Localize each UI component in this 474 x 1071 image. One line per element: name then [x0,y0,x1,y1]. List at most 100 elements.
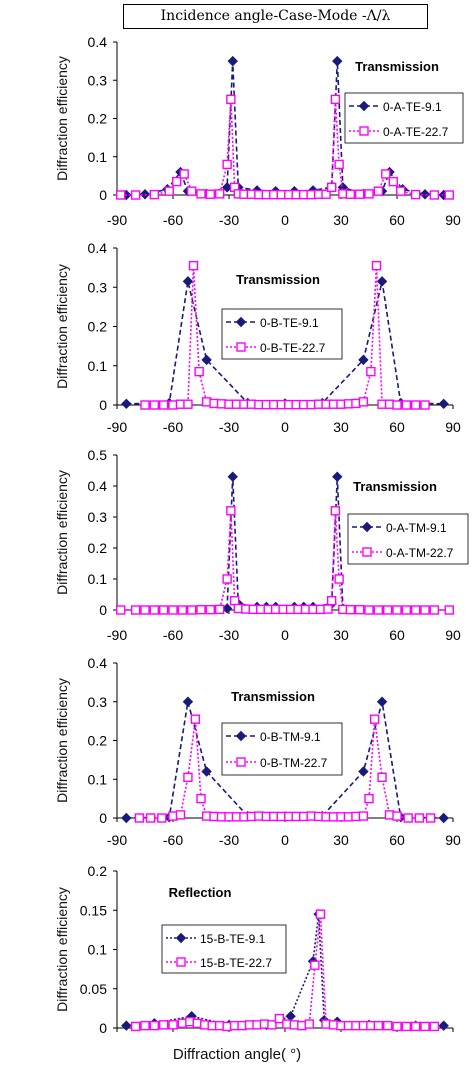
data-point [358,811,369,821]
data-point [392,1021,402,1032]
data-point [130,1021,141,1032]
data-point [358,766,369,777]
data-point [429,190,440,200]
data-point [205,604,216,615]
data-point [267,1020,277,1030]
data-point [175,810,186,820]
legend: 15-B-TE-9.1 15-B-TE-22.7 [161,924,287,974]
y-tick-label: 0.4 [88,655,108,671]
data-point [401,605,412,615]
data-point [438,1020,449,1031]
data-point [410,189,421,200]
legend-marker [361,521,373,533]
header-title: Incidence angle-Case-Mode -Λ/λ [123,4,428,29]
data-point [214,604,225,615]
data-point [414,813,425,823]
data-point [334,574,344,584]
x-tick-label: 90 [445,212,461,228]
data-point [330,506,341,516]
data-point [429,605,440,615]
data-point [116,190,126,200]
y-tick-label: 0.3 [88,509,108,525]
data-point [188,260,199,271]
legend-entry: 0-A-TE-9.1 [383,100,442,114]
panel-label: Transmission [353,479,437,494]
x-tick-label: 0 [281,832,289,848]
data-point [371,260,382,271]
data-point [227,471,238,482]
x-tick-label: -60 [163,627,183,643]
x-tick-label: -90 [107,212,127,228]
y-tick-label: 0.1 [88,771,108,787]
panel-label: Transmission [355,59,439,74]
y-tick-label: 0.2 [88,111,108,127]
y-tick-label: 0.1 [88,358,108,374]
y-tick-label: 0.3 [88,279,108,295]
legend-entry: 0-A-TM-22.7 [386,546,454,560]
data-point [158,1020,169,1030]
y-tick-label: 0.3 [88,72,108,88]
y-tick-label: 0.4 [88,240,108,256]
x-tick-label: 30 [333,627,349,643]
data-point [196,189,206,199]
data-point [419,189,431,200]
x-tick-label: 30 [333,212,349,228]
legend: 0-B-TM-9.1 0-B-TM-22.7 [221,722,343,776]
series-2 [134,714,436,823]
data-point [201,354,212,366]
x-tick-label: 90 [445,419,461,435]
data-point [373,186,384,196]
series-1 [221,471,349,614]
y-axis-label: Diffraction efficiency [54,887,70,1012]
data-point [186,186,197,196]
data-point [392,400,402,410]
x-tick-label: 0 [281,627,289,643]
data-point [330,94,341,105]
y-tick-label: 0 [99,810,107,826]
data-point [438,398,449,410]
data-point [420,1021,430,1032]
data-point [130,190,141,200]
data-point [444,605,454,615]
panel-label: Transmission [236,272,320,287]
panel-label: Reflection [169,885,232,900]
data-point [227,55,238,67]
data-point [381,169,391,179]
data-point [373,1020,384,1031]
data-point [182,696,194,707]
y-tick-label: 0.1 [88,149,108,165]
legend-entry: 15-B-TE-9.1 [200,932,266,946]
data-point [229,596,240,606]
data-point [205,189,216,199]
x-tick-label: 30 [333,832,349,848]
legend-marker [235,730,247,742]
y-tick-label: 0 [99,1020,107,1036]
x-tick-label: -90 [107,419,127,435]
legend-marker [175,932,187,944]
data-point [182,276,194,287]
data-point [172,176,182,187]
y-axis-label: Diffraction efficiency [54,264,70,389]
data-point [382,605,393,615]
legend-entry: 15-B-TE-22.7 [200,956,272,970]
x-tick-label: -30 [219,419,239,435]
data-point [179,169,189,179]
y-tick-label: 0.4 [88,478,108,494]
series-line [126,61,444,196]
data-point [364,793,374,804]
series-2 [140,260,430,410]
panel-label: Transmission [231,689,315,704]
legend-marker [176,957,186,967]
data-point [392,605,402,615]
x-tick-label: 0 [281,212,289,228]
x-tick-label: -30 [219,832,239,848]
legend-marker [359,126,369,136]
data-point [323,604,333,614]
data-point [410,605,421,615]
data-point [190,714,201,724]
y-axis-label: Diffraction efficiency [54,678,70,803]
data-point [121,398,132,410]
data-point [403,813,413,823]
legend-marker [235,316,247,328]
data-point [130,605,141,615]
